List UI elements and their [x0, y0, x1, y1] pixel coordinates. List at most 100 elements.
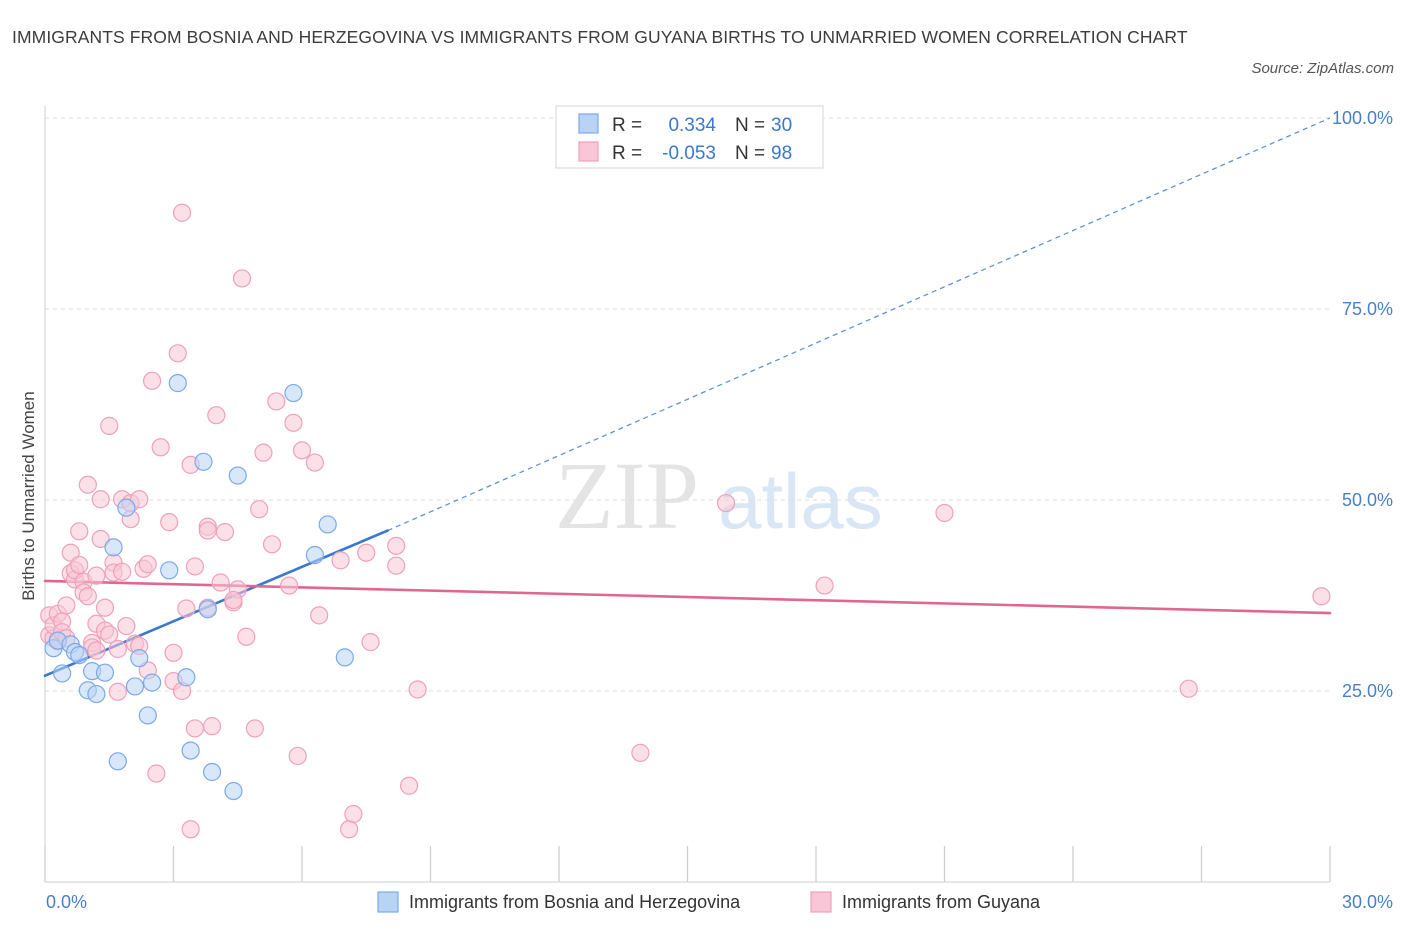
guyana-point-40	[130, 490, 149, 509]
guyana-point-51	[172, 203, 192, 222]
guyana-point-84	[387, 536, 406, 555]
legend-label-bosnia: Immigrants from Bosnia and Herzegovina	[409, 892, 741, 912]
guyana-point-22	[87, 566, 106, 585]
y-tick-label-3: 100.0%	[1332, 108, 1393, 128]
guyana-point-47	[160, 513, 179, 532]
bosnia-point-19	[177, 668, 196, 687]
bosnia-point-17	[160, 561, 179, 580]
bosnia-point-22	[198, 600, 217, 619]
y-axis-tick-labels: 25.0% 50.0% 75.0% 100.0%	[1332, 108, 1393, 701]
guyana-point-28	[100, 416, 119, 435]
guyana-point-29	[100, 625, 119, 644]
guyana-point-55	[181, 820, 200, 839]
guyana-point-24	[91, 529, 110, 549]
chart-title: IMMIGRANTS FROM BOSNIA AND HERZEGOVINA V…	[12, 27, 1188, 47]
guyana-point-44	[142, 371, 162, 390]
bosnia-point-12	[117, 498, 136, 517]
bosnia-point-18	[168, 374, 187, 393]
guyana-point-79	[331, 551, 350, 570]
guyana-point-72	[267, 392, 286, 411]
guyana-point-94	[87, 641, 106, 660]
guyana-point-86	[399, 776, 419, 795]
guyana-point-82	[357, 543, 376, 562]
guyana-point-46	[151, 438, 170, 457]
watermark-zip: ZIP	[555, 442, 699, 549]
guyana-point-97	[224, 590, 243, 610]
bosnia-point-9	[95, 663, 115, 682]
guyana-point-50	[168, 344, 187, 363]
guyana-point-59	[198, 521, 217, 540]
guyana-point-80	[340, 820, 359, 839]
guyana-point-73	[280, 576, 299, 595]
bosnia-point-10	[104, 538, 123, 557]
source-label: Source: ZipAtlas.com	[1251, 60, 1394, 77]
bosnia-point-23	[202, 762, 222, 782]
guyana-trend-line	[43, 579, 1332, 615]
bosnia-point-24	[224, 781, 243, 801]
guyana-point-69	[250, 500, 269, 519]
guyana-point-14	[70, 555, 89, 575]
guyana-point-78	[310, 606, 329, 625]
guyana-point-74	[284, 413, 303, 432]
guyana-point-88	[631, 743, 650, 762]
stats-n-value-guyana: 98	[771, 143, 792, 164]
legend: Immigrants from Bosnia and Herzegovina I…	[377, 891, 1041, 913]
guyana-point-19	[78, 475, 97, 494]
data-points	[40, 203, 1331, 839]
guyana-point-61	[207, 406, 226, 425]
guyana-point-53	[177, 599, 196, 618]
bosnia-point-27	[305, 545, 324, 565]
guyana-point-83	[361, 633, 380, 652]
guyana-point-56	[185, 557, 205, 576]
guyana-point-67	[237, 627, 256, 646]
stats-n-value-bosnia: 30	[771, 115, 792, 136]
guyana-point-75	[288, 746, 307, 766]
guyana-point-36	[117, 616, 136, 636]
guyana-point-15	[70, 522, 89, 541]
bosnia-point-13	[125, 677, 145, 696]
guyana-point-48	[164, 643, 183, 662]
guyana-point-26	[95, 598, 115, 617]
legend-swatch-guyana	[810, 891, 832, 913]
guyana-point-77	[305, 453, 324, 472]
bosnia-point-8	[87, 684, 106, 704]
stats-n-label-guyana: N =	[735, 143, 765, 164]
guyana-point-68	[245, 719, 264, 738]
bosnia-point-15	[138, 706, 157, 725]
y-tick-label-2: 75.0%	[1342, 299, 1393, 319]
bosnia-trend-extension	[387, 117, 1331, 532]
bosnia-point-20	[181, 741, 200, 760]
stats-r-value-guyana: -0.053	[662, 143, 716, 164]
guyana-point-87	[408, 680, 427, 699]
guyana-point-81	[344, 804, 363, 824]
stats-r-value-bosnia: 0.334	[668, 115, 716, 136]
bosnia-point-5	[70, 645, 89, 665]
legend-label-guyana: Immigrants from Guyana	[842, 892, 1041, 912]
guyana-point-70	[254, 443, 273, 462]
bosnia-point-25	[228, 466, 247, 485]
bosnia-point-14	[130, 649, 149, 668]
guyana-point-18	[78, 587, 97, 606]
x-tick-label-min: 0.0%	[46, 892, 87, 912]
guyana-point-32	[108, 639, 127, 659]
bosnia-point-26	[284, 383, 303, 403]
guyana-point-43	[138, 555, 157, 574]
guyana-point-62	[211, 573, 230, 592]
bosnia-point-29	[335, 648, 354, 667]
guyana-point-89	[716, 493, 736, 513]
guyana-point-35	[112, 562, 132, 581]
stats-box-frame	[555, 105, 824, 169]
guyana-point-45	[147, 764, 166, 783]
stats-r-label-bosnia: R =	[612, 115, 642, 136]
stats-swatch-bosnia	[578, 113, 599, 134]
guyana-point-71	[262, 535, 282, 554]
bosnia-point-21	[194, 452, 213, 471]
guyana-point-63	[215, 522, 234, 542]
guyana-point-76	[292, 441, 312, 460]
y-tick-label-1: 50.0%	[1342, 490, 1393, 510]
stats-n-label-bosnia: N =	[735, 115, 765, 136]
guyana-point-92	[1179, 679, 1198, 698]
legend-swatch-bosnia	[377, 891, 399, 913]
guyana-point-25	[91, 490, 110, 509]
